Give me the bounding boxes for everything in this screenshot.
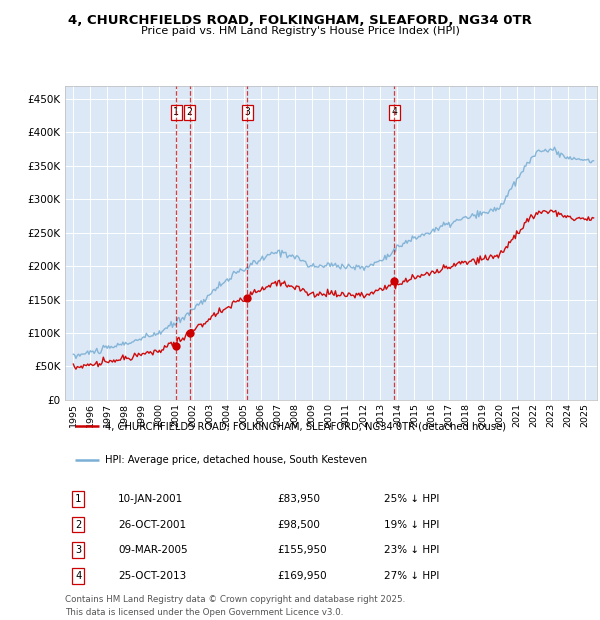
- Text: 2: 2: [187, 107, 193, 117]
- Text: 25-OCT-2013: 25-OCT-2013: [118, 571, 186, 581]
- Text: This data is licensed under the Open Government Licence v3.0.: This data is licensed under the Open Gov…: [65, 608, 343, 617]
- Text: 27% ↓ HPI: 27% ↓ HPI: [384, 571, 439, 581]
- Text: £169,950: £169,950: [278, 571, 328, 581]
- Text: 10-JAN-2001: 10-JAN-2001: [118, 494, 183, 504]
- Text: 25% ↓ HPI: 25% ↓ HPI: [384, 494, 439, 504]
- Text: 4, CHURCHFIELDS ROAD, FOLKINGHAM, SLEAFORD, NG34 0TR (detached house): 4, CHURCHFIELDS ROAD, FOLKINGHAM, SLEAFO…: [105, 421, 506, 431]
- Text: Contains HM Land Registry data © Crown copyright and database right 2025.: Contains HM Land Registry data © Crown c…: [65, 595, 405, 604]
- Text: £83,950: £83,950: [278, 494, 320, 504]
- Text: £155,950: £155,950: [278, 545, 328, 556]
- Text: 4: 4: [391, 107, 397, 117]
- Text: 26-OCT-2001: 26-OCT-2001: [118, 520, 186, 529]
- Text: 1: 1: [75, 494, 81, 504]
- Text: Price paid vs. HM Land Registry's House Price Index (HPI): Price paid vs. HM Land Registry's House …: [140, 26, 460, 36]
- Text: 3: 3: [244, 107, 250, 117]
- Text: 1: 1: [173, 107, 179, 117]
- Text: HPI: Average price, detached house, South Kesteven: HPI: Average price, detached house, Sout…: [105, 456, 367, 466]
- Text: 4, CHURCHFIELDS ROAD, FOLKINGHAM, SLEAFORD, NG34 0TR: 4, CHURCHFIELDS ROAD, FOLKINGHAM, SLEAFO…: [68, 14, 532, 27]
- Text: 2: 2: [75, 520, 81, 529]
- Text: 23% ↓ HPI: 23% ↓ HPI: [384, 545, 439, 556]
- Text: £98,500: £98,500: [278, 520, 320, 529]
- Text: 19% ↓ HPI: 19% ↓ HPI: [384, 520, 439, 529]
- Text: 4: 4: [75, 571, 81, 581]
- Text: 3: 3: [75, 545, 81, 556]
- Text: 09-MAR-2005: 09-MAR-2005: [118, 545, 188, 556]
